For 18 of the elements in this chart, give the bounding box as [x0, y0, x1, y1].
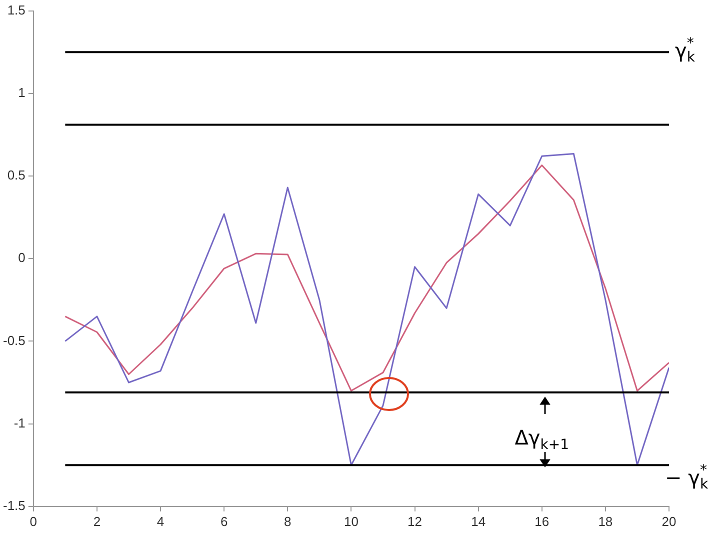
y-tick-label: 0.5 — [7, 168, 26, 183]
x-tick-label: 0 — [30, 514, 38, 529]
x-tick-label: 14 — [471, 514, 486, 529]
y-tick-label: 1.5 — [7, 2, 26, 18]
x-tick-label: 4 — [156, 514, 164, 529]
y-tick-label: 0 — [18, 250, 26, 266]
x-tick-label: 18 — [598, 514, 613, 529]
y-tick-label: -0.5 — [2, 332, 26, 348]
y-tick-label: 1 — [18, 84, 26, 100]
y-tick-label: -1.5 — [2, 498, 26, 513]
x-tick-label: 20 — [662, 514, 676, 529]
x-tick-label: 2 — [93, 514, 101, 529]
x-tick-label: 12 — [408, 514, 422, 529]
x-tick-label: 6 — [220, 514, 228, 529]
x-tick-label: 8 — [284, 514, 292, 529]
x-tick-label: 10 — [344, 514, 358, 529]
x-tick-label: 16 — [534, 514, 550, 529]
y-tick-label: -1 — [14, 415, 26, 430]
